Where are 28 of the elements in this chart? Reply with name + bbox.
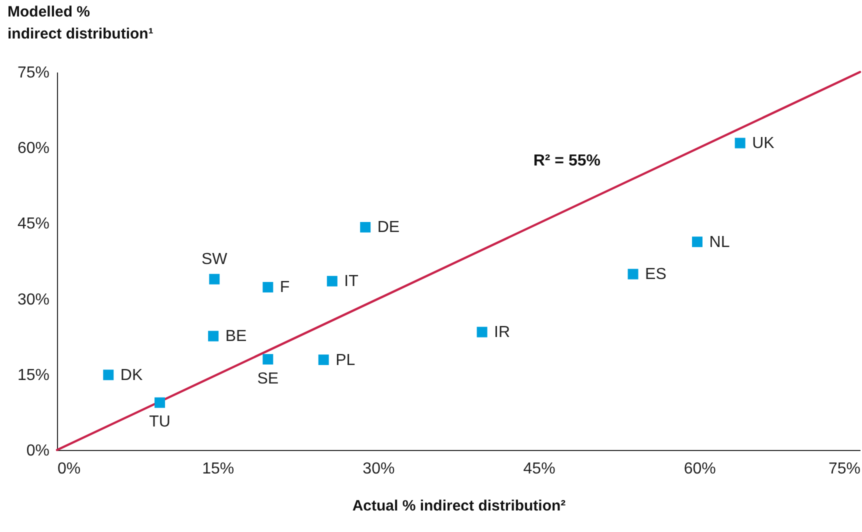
- annotation: DE: [377, 219, 400, 236]
- x-tick-label: 60%: [684, 460, 716, 478]
- annotation: DK: [120, 366, 143, 384]
- y-tick-label: 75%: [17, 64, 50, 82]
- x-axis-title: Actual % indirect distribution²: [352, 498, 566, 514]
- annotation: F: [280, 279, 290, 296]
- y-axis-title: Modelled % indirect distribution¹: [8, 4, 154, 42]
- annotation: R² = 55%: [533, 152, 600, 170]
- y-tick-label: 45%: [17, 216, 50, 233]
- x-tick-label: 45%: [523, 460, 556, 478]
- x-tick-label: 15%: [202, 460, 234, 478]
- annotation: SE: [257, 370, 279, 388]
- annotation: ES: [645, 266, 666, 284]
- annotation: TU: [149, 414, 170, 431]
- y-tick-label: 60%: [17, 140, 50, 158]
- y-tick-label: 0%: [26, 442, 50, 460]
- annotation: BE: [225, 328, 247, 346]
- annotation: NL: [709, 234, 730, 251]
- annotation: UK: [752, 135, 775, 152]
- y-tick-label: 30%: [17, 291, 50, 308]
- annotation: PL: [336, 352, 356, 369]
- x-tick-label: 30%: [362, 460, 395, 478]
- annotation: IT: [344, 273, 359, 290]
- annotation: IR: [494, 324, 510, 342]
- x-tick-label: 75%: [828, 460, 860, 478]
- y-tick-label: 15%: [17, 366, 50, 384]
- x-tick-label: 0%: [58, 460, 81, 478]
- annotation: SW: [201, 251, 228, 268]
